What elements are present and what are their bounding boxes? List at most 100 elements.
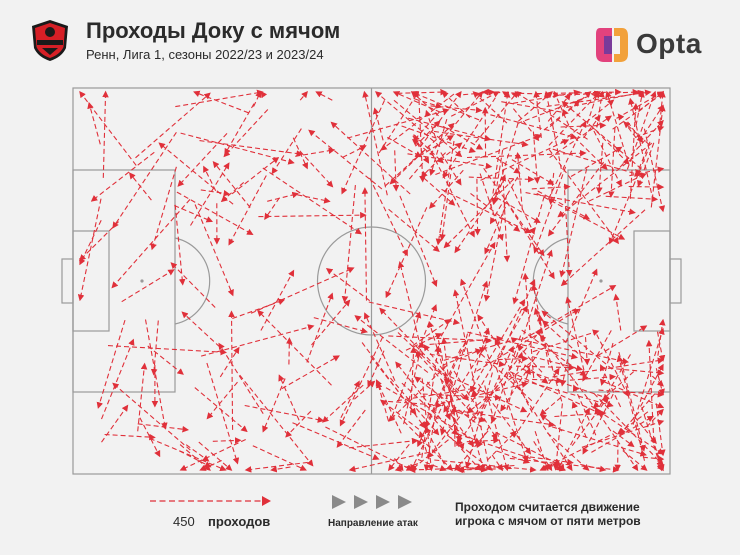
carry-arrow (603, 381, 665, 409)
carry-arrow (569, 373, 617, 381)
carry-arrow (219, 346, 240, 378)
pitch (61, 87, 682, 475)
carry-arrow (476, 308, 580, 372)
carry-arrow (340, 380, 360, 419)
carry-arrow (531, 183, 571, 191)
carry-arrow (128, 172, 152, 201)
opta-mark-icon (596, 28, 628, 62)
carry-arrow (342, 145, 367, 158)
carry-arrow (466, 149, 587, 159)
carry-arrow (100, 338, 135, 420)
carry-arrow (515, 249, 553, 358)
carry-arrow (474, 178, 481, 236)
carry-arrow (480, 345, 514, 417)
carry-arrow (638, 91, 665, 113)
carry-arrow (643, 104, 664, 135)
carry-arrow (646, 408, 664, 428)
carry-arrow (428, 413, 482, 471)
carry-arrow (517, 344, 543, 373)
carry-arrow (407, 117, 492, 142)
carry-arrow (586, 90, 600, 124)
carry-arrow (285, 337, 293, 365)
carry-arrow (491, 122, 519, 205)
carry-arrow (194, 204, 234, 297)
carry-arrow (552, 357, 665, 378)
carry-arrow (484, 206, 507, 255)
carry-arrow (497, 355, 529, 362)
carry-arrow (260, 269, 295, 331)
carry-arrow (367, 350, 385, 388)
carry-arrow (429, 353, 506, 368)
carry-arrow (594, 406, 639, 472)
carry-arrow (212, 437, 242, 444)
carry-arrow (612, 92, 665, 130)
carry-arrow (532, 377, 563, 384)
carry-arrow (175, 89, 264, 108)
carry-arrow (262, 167, 362, 235)
carry-arrow (443, 378, 465, 399)
carry-arrow (496, 197, 541, 224)
carry-arrow (412, 111, 440, 142)
carry-arrow (150, 166, 177, 251)
carry-arrow (180, 132, 295, 165)
carry-arrow (596, 142, 604, 195)
carry-arrow (313, 317, 368, 334)
carry-arrow (608, 127, 616, 198)
carry-arrow (440, 241, 496, 337)
carry-arrow (412, 135, 455, 161)
carry-arrow (239, 374, 314, 467)
carry-arrow (467, 331, 578, 360)
carry-arrow (228, 310, 235, 430)
left-goal (61, 258, 74, 304)
carry-arrow (174, 204, 186, 286)
carry-arrow (597, 325, 648, 356)
carry-arrow (552, 403, 563, 471)
carry-arrow (341, 185, 356, 303)
carry-arrow (463, 89, 496, 96)
carry-arrow (368, 301, 460, 326)
centre-circle (316, 226, 427, 336)
carry-arrow (552, 148, 642, 177)
carry-arrow (399, 195, 438, 288)
carry-arrow (427, 391, 480, 459)
carry-arrow (650, 104, 666, 208)
carry-arrow (477, 305, 528, 392)
carry-arrow (539, 334, 593, 405)
carry-arrow (139, 417, 161, 458)
carry-arrow (495, 367, 529, 463)
carry-arrow (501, 101, 569, 116)
carry-arrow (466, 411, 486, 472)
carry-arrow (177, 133, 228, 187)
carry-arrow (107, 345, 228, 356)
carry-arrow (466, 361, 532, 414)
carry-arrow (558, 88, 640, 96)
carry-arrow (539, 396, 562, 416)
carry-arrow (401, 125, 476, 153)
carry-arrow (491, 454, 504, 472)
carry-arrow (395, 361, 442, 420)
carry-arrow (281, 355, 340, 390)
carry-arrow (424, 348, 462, 429)
carry-arrow (536, 192, 626, 240)
carry-arrow (170, 262, 216, 308)
carry-arrow (590, 405, 665, 455)
carry-arrow (475, 90, 519, 143)
carry-arrow (557, 142, 653, 218)
carry-arrow (443, 178, 515, 249)
carry-arrow (468, 298, 526, 394)
carry-arrow (531, 356, 583, 372)
carry-count-label: проходов (208, 514, 271, 529)
carry-arrow (361, 187, 369, 301)
carry-arrow (339, 336, 384, 427)
carry-arrow (271, 128, 302, 175)
carry-arrow (292, 422, 380, 460)
carry-arrow (264, 197, 280, 220)
carry-arrow (481, 88, 541, 96)
carry-arrow (623, 121, 650, 146)
carry-arrow (605, 195, 659, 203)
carry-arrow (655, 403, 666, 457)
carry-arrow (508, 375, 614, 408)
carry-arrow (511, 159, 555, 185)
carry-arrow (483, 194, 508, 302)
carry-arrow (645, 339, 655, 441)
